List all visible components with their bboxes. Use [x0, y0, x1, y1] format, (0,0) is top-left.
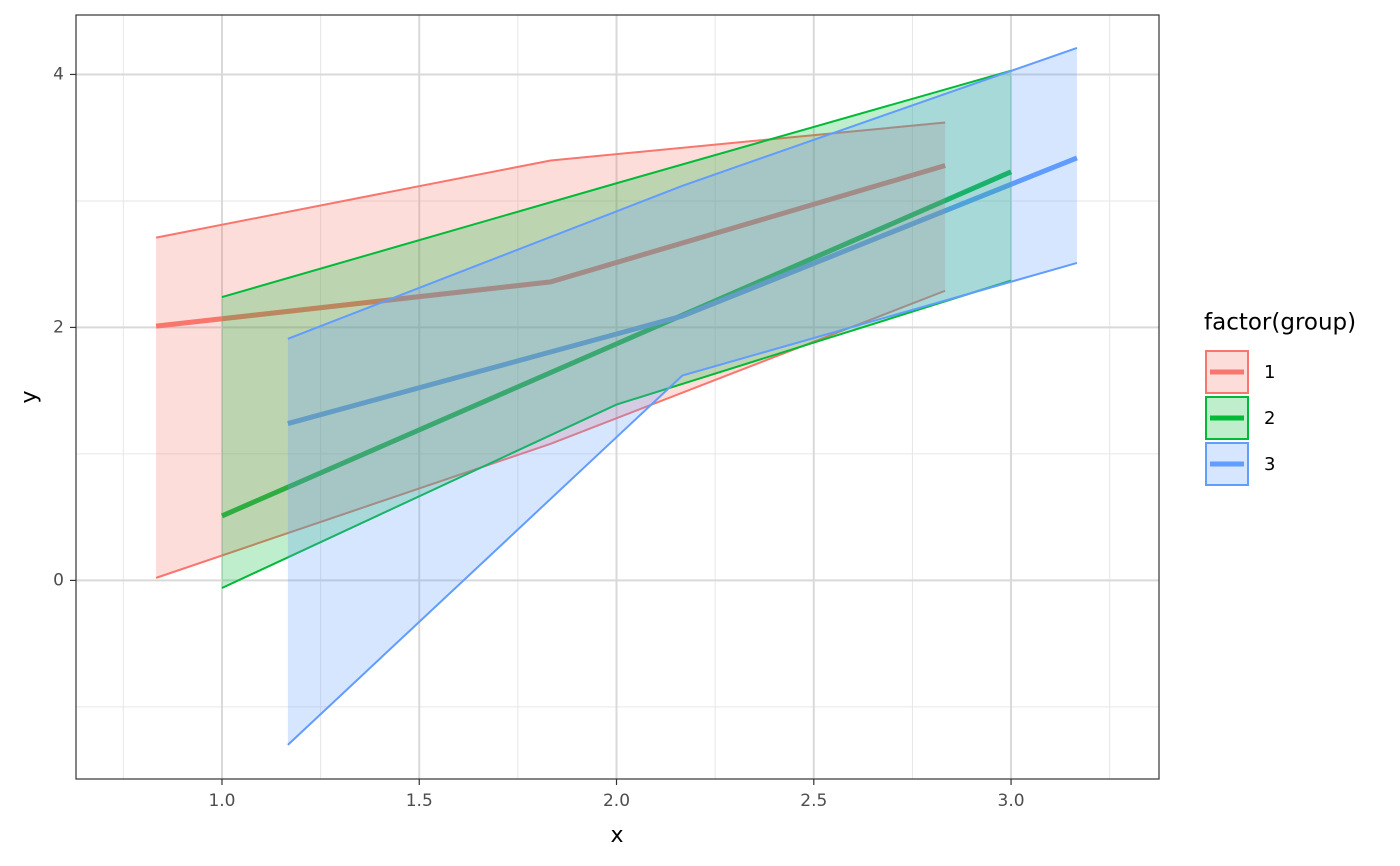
panel-border — [75, 14, 1160, 780]
ribbon-lower — [221, 279, 1012, 589]
y-tick-label: 0 — [53, 570, 64, 590]
x-axis-title: x — [610, 823, 623, 848]
ribbon-upper — [155, 121, 946, 239]
legend-label: 2 — [1264, 408, 1275, 429]
y-axis-title: y — [17, 390, 42, 403]
ribbon-fill — [287, 47, 1077, 745]
legend-label: 1 — [1264, 362, 1275, 383]
x-tick-label: 1.5 — [406, 791, 433, 811]
line — [220, 169, 1013, 519]
x-tick-label: 2.0 — [603, 791, 630, 811]
ribbon-fill — [156, 122, 946, 578]
y-tick-label: 2 — [53, 317, 64, 337]
legend-title: factor(group) — [1204, 310, 1356, 336]
ribbon-fill — [221, 70, 1012, 588]
ribbon-upper — [287, 46, 1078, 340]
x-tick-label: 3.0 — [998, 791, 1025, 811]
ribbon-upper — [221, 69, 1012, 299]
legend-label: 3 — [1264, 454, 1275, 475]
y-tick-label: 4 — [53, 64, 64, 84]
ribbon-lower — [287, 261, 1078, 746]
x-tick-label: 2.5 — [800, 791, 827, 811]
line — [287, 155, 1078, 426]
x-tick-label: 1.0 — [208, 791, 235, 811]
line — [155, 163, 946, 329]
